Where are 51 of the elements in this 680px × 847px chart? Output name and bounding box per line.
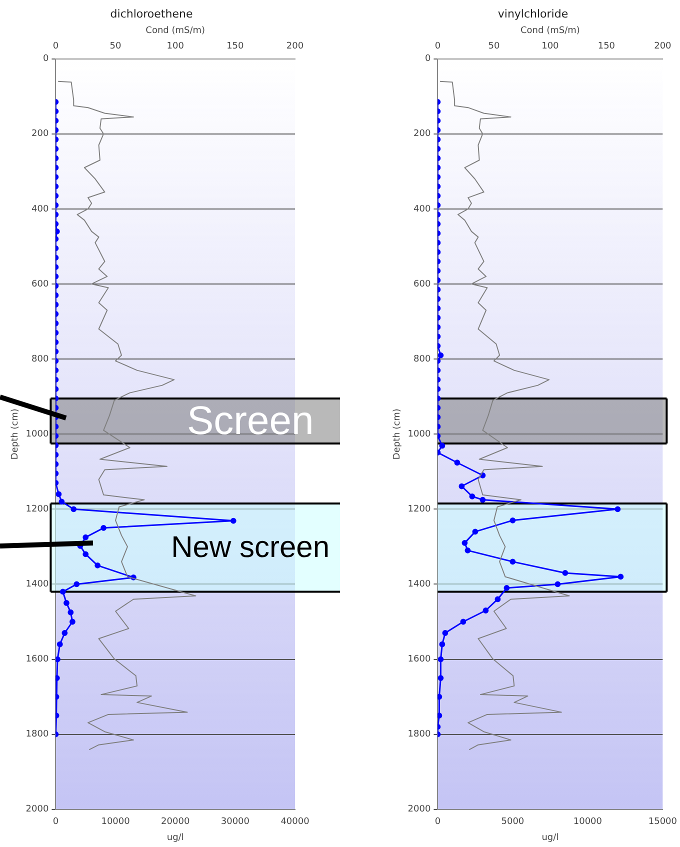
band-label: Screen: [186, 398, 314, 443]
y-axis-title: Depth (cm): [10, 408, 21, 460]
x-axis-title: ug/l: [542, 832, 559, 843]
band-label: New screen: [171, 530, 330, 564]
x2-axis-title: Cond (mS/m): [146, 26, 206, 36]
x2-tick-label: 50: [488, 42, 500, 52]
chart-title: vinylchloride: [498, 7, 568, 20]
y-tick-label: 200: [32, 129, 49, 140]
x2-tick-label: 0: [52, 42, 59, 52]
y-axis-title: Depth (cm): [392, 408, 403, 460]
x-tick-label: 15000: [648, 817, 678, 828]
y-tick-label: 1800: [26, 730, 49, 740]
y-tick-label: 800: [32, 354, 49, 364]
y-tick-label: 2000: [408, 804, 431, 815]
y-tick-label: 400: [32, 204, 49, 214]
y-tick-label: 400: [414, 204, 431, 214]
y-tick-label: 1000: [26, 429, 49, 440]
x-tick-label: 40000: [280, 817, 310, 828]
y-tick-label: 1400: [408, 580, 431, 590]
y-tick-label: 1000: [408, 429, 431, 440]
y-tick-label: 2000: [26, 804, 49, 815]
x2-tick-label: 50: [110, 42, 122, 52]
y-tick-label: 800: [414, 354, 431, 364]
x-tick-label: 5000: [501, 817, 524, 828]
y-tick-label: 1600: [408, 654, 431, 665]
x2-axis-title: Cond (mS/m): [520, 26, 580, 36]
y-tick-label: 1600: [26, 654, 49, 665]
chart-title: dichloroethene: [110, 7, 193, 20]
y-tick-label: 1800: [408, 730, 431, 740]
x-tick-label: 10000: [573, 817, 602, 828]
y-tick-label: 600: [32, 279, 49, 290]
x-tick-label: 0: [52, 817, 59, 828]
x2-tick-label: 200: [654, 42, 672, 52]
y-tick-label: 0: [42, 54, 49, 64]
x2-tick-label: 150: [598, 42, 616, 52]
y-tick-label: 600: [414, 279, 431, 290]
y-tick-label: 200: [414, 129, 431, 140]
x2-tick-label: 100: [542, 42, 560, 52]
x-tick-label: 0: [434, 817, 441, 828]
x-tick-label: 10000: [101, 817, 130, 828]
x-tick-label: 20000: [161, 817, 190, 828]
x2-tick-label: 200: [286, 42, 304, 52]
y-tick-label: 1200: [408, 504, 431, 515]
x-axis-title: ug/l: [166, 832, 184, 843]
x2-tick-label: 100: [166, 42, 184, 52]
y-tick-label: 1200: [26, 504, 49, 515]
x2-tick-label: 0: [434, 42, 441, 52]
x-tick-label: 30000: [220, 817, 250, 828]
x2-tick-label: 150: [226, 42, 244, 52]
y-tick-label: 1400: [26, 580, 49, 590]
y-tick-label: 0: [424, 54, 431, 64]
